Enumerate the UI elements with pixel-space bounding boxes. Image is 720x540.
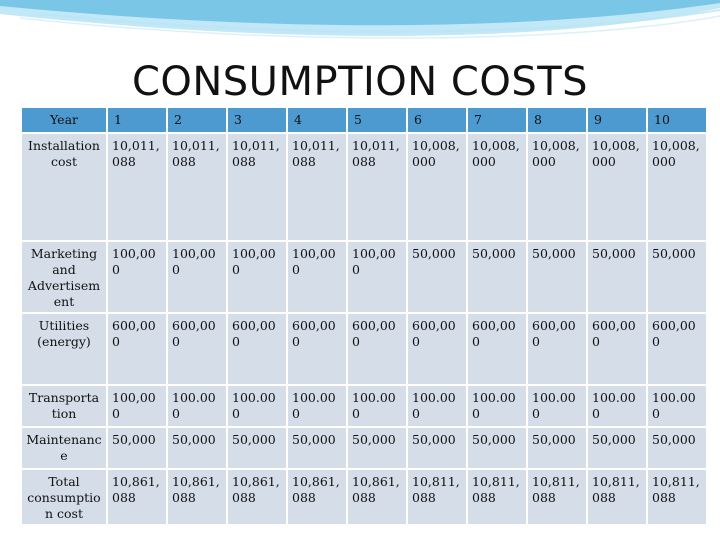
table-cell: 100.000 <box>348 386 406 426</box>
table-cell: 600,000 <box>228 314 286 384</box>
table-cell: 50,000 <box>228 428 286 468</box>
header-row: Year 1 2 3 4 5 6 7 8 9 10 <box>22 108 706 132</box>
table-cell: 100,000 <box>228 242 286 312</box>
table-cell: 600,000 <box>408 314 466 384</box>
table-row: Utilities (energy) 600,00 0 600,00 0 600… <box>22 314 706 384</box>
table-cell: 600,000 <box>468 314 526 384</box>
table-cell: 10,008, 000 <box>408 134 466 240</box>
row-label: Marketing and Advertisem ent <box>22 242 106 312</box>
row-label: Maintenanc e <box>22 428 106 468</box>
year-header: Year <box>22 108 106 132</box>
table-cell: 10,011, 088 <box>228 134 286 240</box>
table-cell: 50,000 <box>648 242 706 312</box>
consumption-costs-table: Year 1 2 3 4 5 6 7 8 9 10 Installation c… <box>20 106 708 526</box>
table-cell: 100.00 0 <box>168 386 226 426</box>
table-cell: 50,000 <box>588 242 646 312</box>
table-cell: 100.000 <box>588 386 646 426</box>
year-column-header: 10 <box>648 108 706 132</box>
table-cell: 600,000 <box>528 314 586 384</box>
table-cell: 10,008, 000 <box>528 134 586 240</box>
page-title: CONSUMPTION COSTS <box>131 59 589 105</box>
year-column-header: 2 <box>168 108 226 132</box>
table-cell: 10,861, 088 <box>168 470 226 524</box>
table-cell: 600,000 <box>648 314 706 384</box>
table-cell: 600,000 <box>348 314 406 384</box>
table-cell: 600,000 <box>588 314 646 384</box>
table-cell: 50,000 <box>108 428 166 468</box>
year-column-header: 8 <box>528 108 586 132</box>
year-column-header: 1 <box>108 108 166 132</box>
table-cell: 50,000 <box>468 428 526 468</box>
table-cell: 100,00 0 <box>108 386 166 426</box>
table-row: Installation cost 10,011, 088 10,011, 08… <box>22 134 706 240</box>
table-cell: 100.000 <box>288 386 346 426</box>
table-cell: 100.000 <box>408 386 466 426</box>
table-cell: 10,011, 088 <box>168 134 226 240</box>
table-row: Total consumptio n cost 10,861, 088 10,8… <box>22 470 706 524</box>
table-cell: 50,000 <box>408 428 466 468</box>
year-column-header: 7 <box>468 108 526 132</box>
table-cell: 100,000 <box>288 242 346 312</box>
table-cell: 10,811, 088 <box>408 470 466 524</box>
table-cell: 10,011, 088 <box>288 134 346 240</box>
row-label: Transporta tion <box>22 386 106 426</box>
table-cell: 600,000 <box>288 314 346 384</box>
table-cell: 50,000 <box>588 428 646 468</box>
row-label: Utilities (energy) <box>22 314 106 384</box>
table-cell: 100.000 <box>648 386 706 426</box>
table-cell: 100,00 0 <box>168 242 226 312</box>
year-column-header: 6 <box>408 108 466 132</box>
table-cell: 50,000 <box>168 428 226 468</box>
table-cell: 50,000 <box>528 428 586 468</box>
table-row: Transporta tion 100,00 0 100.00 0 100.00… <box>22 386 706 426</box>
table-cell: 600,00 0 <box>108 314 166 384</box>
table-cell: 100,000 <box>348 242 406 312</box>
table-cell: 50,000 <box>408 242 466 312</box>
table-cell: 10,811, 088 <box>588 470 646 524</box>
table-cell: 100,00 0 <box>108 242 166 312</box>
table-cell: 10,861, 088 <box>108 470 166 524</box>
table-cell: 10,008, 000 <box>648 134 706 240</box>
table-cell: 600,00 0 <box>168 314 226 384</box>
table-cell: 100.000 <box>228 386 286 426</box>
row-label: Installation cost <box>22 134 106 240</box>
decorative-swoosh <box>0 0 720 39</box>
year-column-header: 3 <box>228 108 286 132</box>
table-cell: 10,861, 088 <box>288 470 346 524</box>
table-cell: 50,000 <box>528 242 586 312</box>
table-cell: 10,861, 088 <box>228 470 286 524</box>
table-cell: 50,000 <box>468 242 526 312</box>
table-cell: 10,861, 088 <box>348 470 406 524</box>
year-column-header: 9 <box>588 108 646 132</box>
table-cell: 10,008, 000 <box>588 134 646 240</box>
table-cell: 50,000 <box>288 428 346 468</box>
table-cell: 10,008, 000 <box>468 134 526 240</box>
table-cell: 10,811, 088 <box>468 470 526 524</box>
table-cell: 50,000 <box>348 428 406 468</box>
year-column-header: 5 <box>348 108 406 132</box>
table-cell: 10,811, 088 <box>648 470 706 524</box>
row-label: Total consumptio n cost <box>22 470 106 524</box>
table-cell: 50,000 <box>648 428 706 468</box>
table-row: Maintenanc e 50,000 50,000 50,000 50,000… <box>22 428 706 468</box>
table-cell: 10,011, 088 <box>108 134 166 240</box>
year-column-header: 4 <box>288 108 346 132</box>
table-cell: 10,011, 088 <box>348 134 406 240</box>
table-cell: 100.000 <box>468 386 526 426</box>
table-row: Marketing and Advertisem ent 100,00 0 10… <box>22 242 706 312</box>
table-cell: 100.000 <box>528 386 586 426</box>
table-cell: 10,811, 088 <box>528 470 586 524</box>
